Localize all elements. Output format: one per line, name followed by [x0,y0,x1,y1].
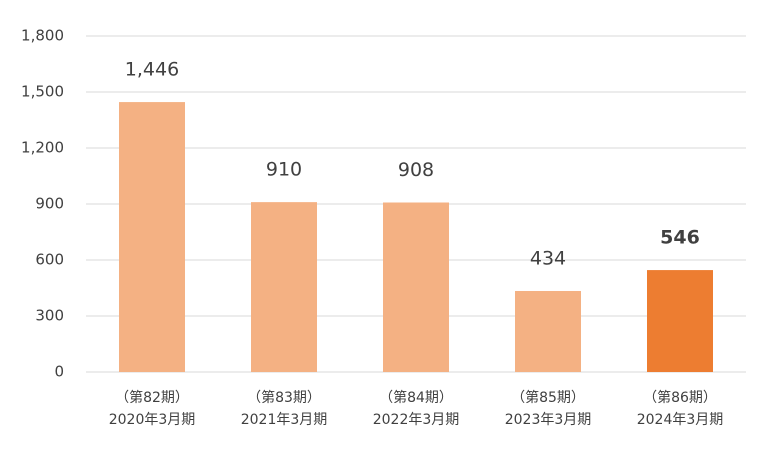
value-label: 1,446 [125,59,179,81]
value-label: 910 [266,159,302,181]
y-tick-label: 0 [54,363,64,381]
x-tick-label: （第82期） [115,389,189,406]
x-tick-label: （第86期） [643,389,717,406]
value-label: 546 [660,227,700,249]
x-tick-label: （第85期） [511,389,585,406]
x-tick-label: （第84期） [379,389,453,406]
x-tick-label: 2020年3月期 [109,412,196,428]
y-tick-label: 1,500 [21,83,64,101]
x-tick-label: 2021年3月期 [241,412,328,428]
y-tick-label: 1,200 [21,139,64,157]
y-tick-label: 1,800 [21,27,64,45]
y-tick-label: 900 [35,195,64,213]
bar [119,102,185,372]
x-tick-label: （第83期） [247,389,321,406]
value-label: 908 [398,159,434,181]
x-tick-label: 2023年3月期 [505,412,592,428]
x-tick-label: 2024年3月期 [637,412,724,428]
bar [647,270,713,372]
bar [383,202,449,372]
y-tick-label: 600 [35,251,64,269]
value-label: 434 [530,247,566,269]
x-tick-label: 2022年3月期 [373,412,460,428]
y-tick-label: 300 [35,307,64,325]
bar [515,290,581,372]
bar [251,202,317,372]
